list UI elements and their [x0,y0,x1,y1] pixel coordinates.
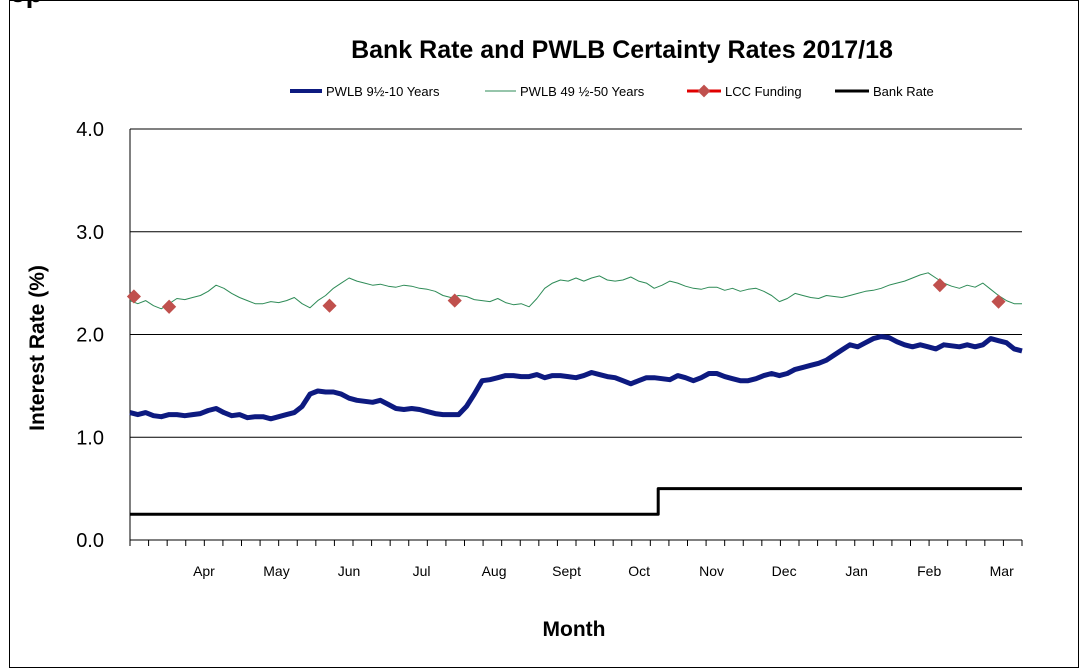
x-tick-label: Jan [845,563,868,579]
y-tick-label: 4.0 [76,119,104,141]
y-tick-label: 2.0 [76,325,104,347]
x-tick-label: May [263,563,289,579]
legend-label-lcc: LCC Funding [725,84,802,99]
y-tick-label: 3.0 [76,222,104,244]
x-tick-label: Oct [628,563,650,579]
cropped-heading: ep [10,0,43,7]
legend: PWLB 9½-10 Years PWLB 49 ½-50 Years LCC … [290,84,934,99]
series-layer [126,272,1023,516]
x-tick-label: Aug [482,563,507,579]
x-axis-label: Month [543,618,606,641]
lcc-funding-point [447,293,462,308]
legend-label-pwlb10: PWLB 9½-10 Years [326,84,440,99]
y-tick-label: 0.0 [76,530,104,552]
x-tick-label: Dec [772,563,797,579]
lcc-funding-point [932,278,947,293]
x-tick-label: Feb [917,563,941,579]
x-tick-label: Nov [699,563,724,579]
x-tick-label: Jun [338,563,361,579]
x-tick-label: Apr [193,563,215,579]
chart-title: Bank Rate and PWLB Certainty Rates 2017/… [351,36,893,64]
lcc-funding-point [991,294,1006,309]
series-line-pwlb50 [129,272,1022,310]
series-line-bank [130,487,1022,516]
x-axis: Apr May Jun Jul Aug Sept Oct Nov Dec Jan Feb Mar [129,539,1023,579]
y-tick-labels: 0.0 1.0 2.0 3.0 4.0 [76,119,104,552]
y-axis-label: Interest Rate (%) [26,265,49,431]
legend-marker-lcc [697,84,711,98]
x-tick-label: Jul [413,563,431,579]
legend-label-pwlb50: PWLB 49 ½-50 Years [520,84,645,99]
y-tick-label: 1.0 [76,427,104,449]
lcc-funding-point [126,289,141,304]
lcc-funding-point [322,298,337,313]
legend-label-bank: Bank Rate [873,84,934,99]
gridlines [129,128,1022,540]
series-line-pwlb10 [129,334,1023,422]
lcc-funding-point [162,299,177,314]
x-tick-label: Mar [990,563,1014,579]
x-tick-label: Sept [552,563,581,579]
